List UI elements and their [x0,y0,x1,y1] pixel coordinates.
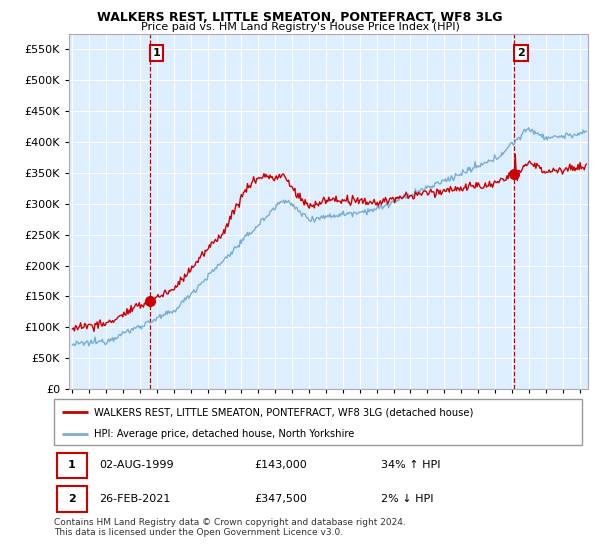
Text: 1: 1 [152,48,160,58]
Text: £347,500: £347,500 [254,494,308,504]
Text: 02-AUG-1999: 02-AUG-1999 [99,460,173,470]
Text: Price paid vs. HM Land Registry's House Price Index (HPI): Price paid vs. HM Land Registry's House … [140,22,460,32]
Text: WALKERS REST, LITTLE SMEATON, PONTEFRACT, WF8 3LG (detached house): WALKERS REST, LITTLE SMEATON, PONTEFRACT… [94,407,473,417]
Bar [56,487,87,512]
Text: 1: 1 [68,460,76,470]
Text: 26-FEB-2021: 26-FEB-2021 [99,494,170,504]
Text: £143,000: £143,000 [254,460,307,470]
Text: WALKERS REST, LITTLE SMEATON, PONTEFRACT, WF8 3LG: WALKERS REST, LITTLE SMEATON, PONTEFRACT… [97,11,503,24]
Text: 2% ↓ HPI: 2% ↓ HPI [382,494,434,504]
Text: 2: 2 [517,48,525,58]
Text: 34% ↑ HPI: 34% ↑ HPI [382,460,441,470]
Bar [56,452,87,478]
Text: 2: 2 [68,494,76,504]
Text: Contains HM Land Registry data © Crown copyright and database right 2024.
This d: Contains HM Land Registry data © Crown c… [54,518,406,538]
Text: HPI: Average price, detached house, North Yorkshire: HPI: Average price, detached house, Nort… [94,429,354,438]
